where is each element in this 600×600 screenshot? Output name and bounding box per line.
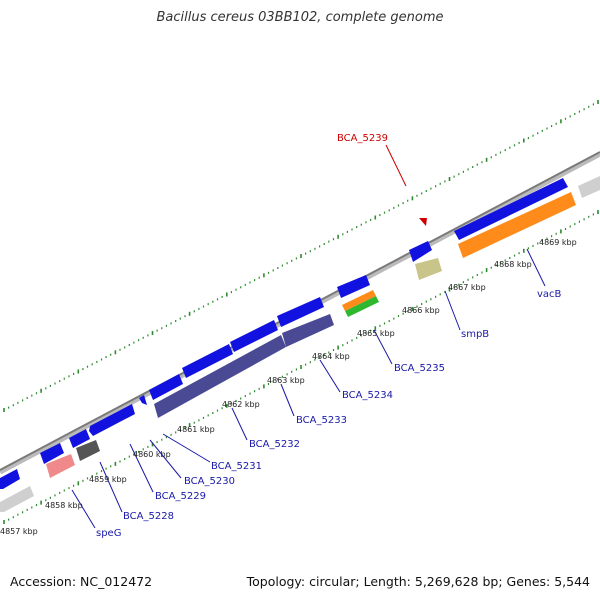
accession-text: Accession: NC_012472: [10, 574, 153, 589]
tick-label: 4862 kbp: [222, 400, 260, 409]
tick-label: 4869 kbp: [539, 238, 577, 247]
gene-arrow-forward[interactable]: [409, 241, 432, 262]
tick-label: 4857 kbp: [0, 527, 38, 536]
gene-arrow-forward[interactable]: [0, 469, 20, 489]
highlight-triangle-marker[interactable]: [419, 218, 427, 226]
gene-label-bca-5231[interactable]: BCA_5231: [211, 461, 262, 472]
gene-box-orange[interactable]: [458, 192, 576, 258]
gene-arrow-forward[interactable]: [277, 297, 324, 327]
reverse-strand-genes: [0, 176, 600, 512]
gene-arrow-forward[interactable]: [454, 178, 568, 240]
gene-arrow-forward[interactable]: [149, 374, 183, 400]
gene-arrow-forward[interactable]: [230, 320, 278, 352]
tick-label: 4867 kbp: [448, 283, 486, 292]
gene-arrow-forward[interactable]: [337, 275, 370, 298]
tick-label: 4864 kbp: [312, 352, 350, 361]
gene-box-lightgrey[interactable]: [0, 486, 34, 512]
gene-box-purple[interactable]: [154, 335, 286, 418]
gene-label-bca-5235[interactable]: BCA_5235: [394, 363, 445, 374]
gene-label-smpb[interactable]: smpB: [461, 329, 489, 340]
gene-label-bca-5230[interactable]: BCA_5230: [184, 476, 235, 487]
tick-label: 4863 kbp: [267, 376, 305, 385]
tick-label: 4868 kbp: [494, 260, 532, 269]
gene-label-bca-5239[interactable]: BCA_5239: [337, 133, 388, 144]
outer-tick-track: [3, 100, 599, 412]
gene-label-speg[interactable]: speG: [96, 528, 121, 539]
tick-label: 4858 kbp: [45, 501, 83, 510]
scale-labels: 4857 kbp 4858 kbp 4859 kbp 4860 kbp 4861…: [0, 238, 577, 536]
gene-arrow-forward[interactable]: [139, 395, 147, 405]
gene-arrow-forward[interactable]: [89, 404, 135, 436]
gene-label-bca-5229[interactable]: BCA_5229: [155, 491, 206, 502]
gene-box-khaki[interactable]: [415, 258, 442, 280]
gene-box-lightgrey[interactable]: [578, 176, 600, 198]
gene-label-vacb[interactable]: vacB: [537, 289, 562, 300]
genome-summary-text: Topology: circular; Length: 5,269,628 bp…: [246, 574, 590, 589]
tick-label: 4866 kbp: [402, 306, 440, 315]
gene-label-leaders: [71, 248, 546, 529]
tick-label: 4860 kbp: [133, 450, 171, 459]
gene-label-bca-5228[interactable]: BCA_5228: [123, 511, 174, 522]
forward-strand-genes: [0, 178, 568, 489]
tick-label: 4859 kbp: [89, 475, 127, 484]
gene-arrow-forward[interactable]: [40, 443, 64, 464]
gene-label-bca-5232[interactable]: BCA_5232: [249, 439, 300, 450]
gene-box-pink[interactable]: [46, 454, 75, 478]
gene-label-bca-5234[interactable]: BCA_5234: [342, 390, 393, 401]
tick-label: 4865 kbp: [357, 329, 395, 338]
map-title: Bacillus cereus 03BB102, complete genome: [156, 10, 444, 25]
gene-box-darkgrey[interactable]: [76, 440, 100, 461]
inner-tick-track: [3, 210, 599, 524]
gene-label-bca-5233[interactable]: BCA_5233: [296, 415, 347, 426]
gene-box-orange[interactable]: [342, 290, 376, 311]
gene-labels: speG BCA_5228 BCA_5229 BCA_5230 BCA_5231…: [96, 289, 562, 539]
gene-arrow-forward[interactable]: [69, 429, 90, 448]
gene-box-purple[interactable]: [282, 314, 334, 347]
tick-label: 4861 kbp: [177, 425, 215, 434]
gene-arrow-forward[interactable]: [182, 344, 233, 378]
gene-box-green[interactable]: [345, 296, 379, 317]
highlight-marker: BCA_5239: [337, 133, 427, 226]
